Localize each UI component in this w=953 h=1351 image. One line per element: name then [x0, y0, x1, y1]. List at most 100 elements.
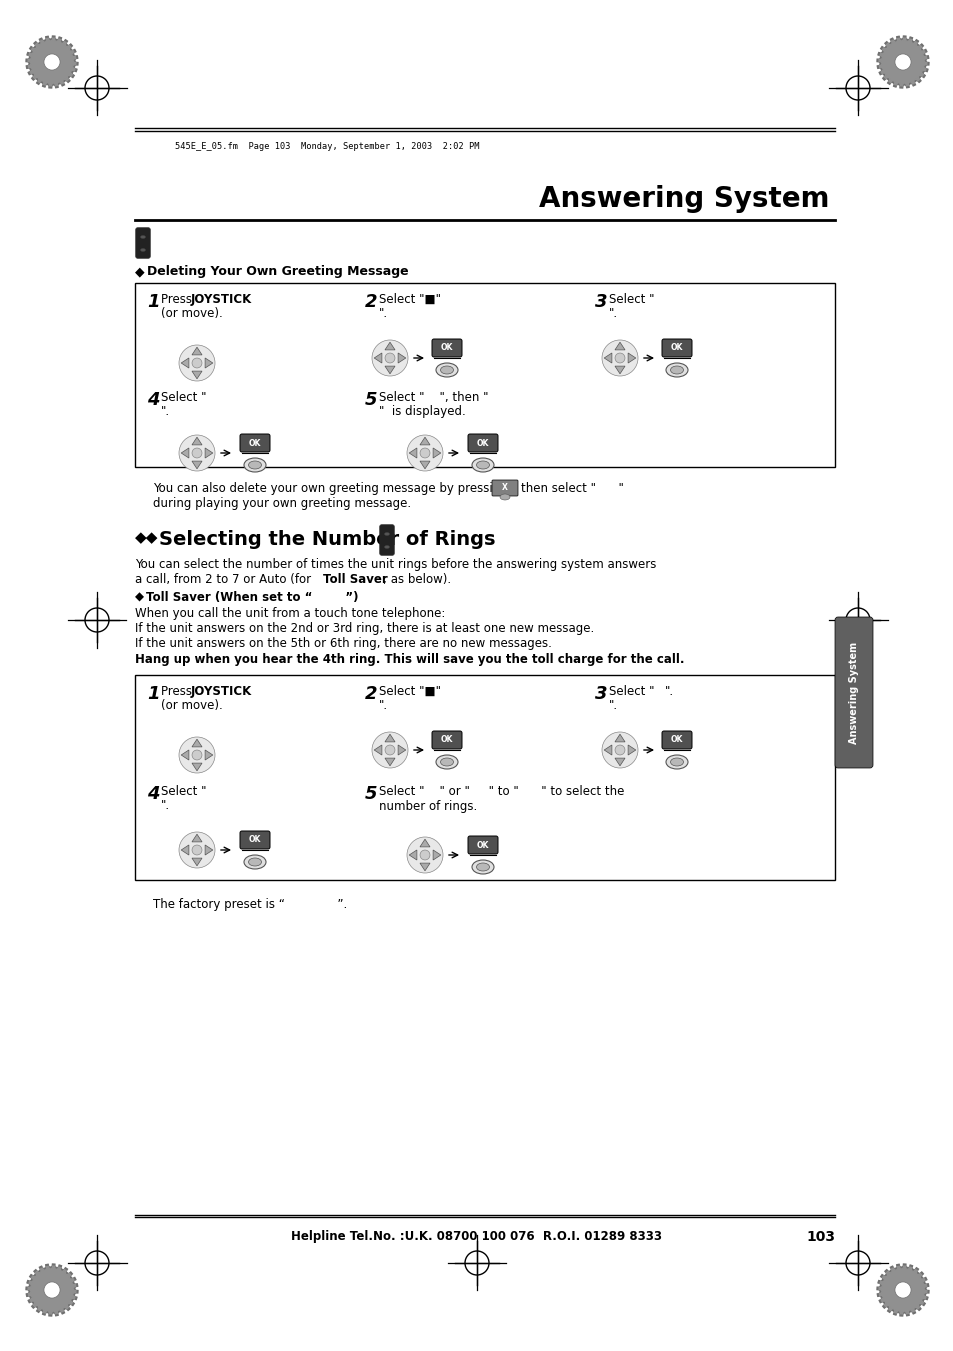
Polygon shape [205, 750, 213, 761]
Polygon shape [878, 1266, 926, 1315]
Polygon shape [192, 347, 202, 355]
Text: ◆◆: ◆◆ [135, 530, 158, 544]
Polygon shape [385, 342, 395, 350]
Ellipse shape [384, 546, 389, 549]
Ellipse shape [244, 855, 266, 869]
Text: Hang up when you hear the 4th ring. This will save you the toll charge for the c: Hang up when you hear the 4th ring. This… [135, 653, 684, 666]
Polygon shape [26, 36, 78, 88]
Circle shape [179, 738, 214, 773]
Polygon shape [192, 372, 202, 378]
Text: If the unit answers on the 5th or 6th ring, there are no new messages.: If the unit answers on the 5th or 6th ri… [135, 638, 551, 650]
Text: Select ": Select " [608, 293, 654, 305]
Polygon shape [385, 366, 395, 374]
Text: Deleting Your Own Greeting Message: Deleting Your Own Greeting Message [147, 265, 408, 278]
Text: Press: Press [161, 685, 195, 698]
Text: ".: ". [161, 798, 170, 812]
Text: If the unit answers on the 2nd or 3rd ring, there is at least one new message.: If the unit answers on the 2nd or 3rd ri… [135, 621, 594, 635]
Bar [135, 676, 834, 880]
Circle shape [407, 838, 442, 873]
Polygon shape [192, 858, 202, 866]
Text: JOYSTICK: JOYSTICK [191, 293, 252, 305]
Circle shape [372, 732, 408, 767]
FancyBboxPatch shape [240, 434, 270, 453]
Polygon shape [409, 850, 416, 861]
Polygon shape [28, 38, 76, 86]
Text: ◆: ◆ [135, 265, 145, 278]
Polygon shape [603, 353, 611, 363]
Polygon shape [374, 353, 381, 363]
Text: OK: OK [440, 735, 453, 744]
Polygon shape [192, 763, 202, 771]
Text: ".: ". [664, 685, 674, 698]
Ellipse shape [436, 363, 457, 377]
Text: Select "■": Select "■" [378, 293, 440, 305]
Text: Press: Press [161, 293, 195, 305]
Text: When you call the unit from a touch tone telephone:: When you call the unit from a touch tone… [135, 607, 445, 620]
Circle shape [179, 345, 214, 381]
Text: 4: 4 [147, 785, 159, 802]
Text: a call, from 2 to 7 or Auto (for: a call, from 2 to 7 or Auto (for [135, 573, 314, 586]
Polygon shape [397, 353, 405, 363]
Polygon shape [627, 744, 635, 755]
Polygon shape [205, 844, 213, 855]
Text: 5: 5 [365, 785, 377, 802]
Ellipse shape [192, 358, 202, 367]
Polygon shape [397, 744, 405, 755]
Polygon shape [603, 744, 611, 755]
Text: Answering System: Answering System [539, 185, 829, 213]
Ellipse shape [615, 744, 624, 755]
Text: Answering System: Answering System [848, 642, 858, 743]
Text: then select "      ": then select " " [520, 482, 623, 494]
FancyBboxPatch shape [240, 831, 270, 848]
Ellipse shape [140, 249, 146, 251]
Polygon shape [374, 744, 381, 755]
Text: ".: ". [378, 307, 388, 320]
Polygon shape [192, 834, 202, 842]
Ellipse shape [384, 532, 389, 535]
Polygon shape [433, 449, 440, 458]
Text: 5: 5 [365, 390, 377, 409]
Text: Helpline Tel.No. :U.K. 08700 100 076  R.O.I. 01289 8333: Helpline Tel.No. :U.K. 08700 100 076 R.O… [292, 1229, 661, 1243]
Text: OK: OK [249, 439, 261, 447]
Circle shape [601, 732, 638, 767]
Text: OK: OK [476, 439, 489, 447]
Polygon shape [205, 358, 213, 367]
Ellipse shape [419, 449, 430, 458]
Circle shape [407, 435, 442, 471]
Polygon shape [878, 38, 926, 86]
Polygon shape [615, 366, 624, 374]
Ellipse shape [192, 449, 202, 458]
Text: 3: 3 [595, 685, 607, 703]
Text: ".: ". [378, 698, 388, 712]
Polygon shape [181, 750, 189, 761]
Circle shape [44, 1282, 60, 1298]
Polygon shape [192, 438, 202, 444]
Circle shape [894, 1282, 910, 1298]
Text: ".: ". [608, 307, 618, 320]
Polygon shape [615, 758, 624, 766]
Text: OK: OK [670, 735, 682, 744]
Text: Selecting the Number of Rings: Selecting the Number of Rings [159, 530, 495, 549]
Ellipse shape [472, 458, 494, 471]
Polygon shape [385, 734, 395, 742]
Ellipse shape [665, 755, 687, 769]
Text: 2: 2 [365, 685, 377, 703]
Ellipse shape [472, 861, 494, 874]
Text: You can also delete your own greeting message by pressing: You can also delete your own greeting me… [152, 482, 507, 494]
FancyBboxPatch shape [135, 227, 151, 258]
Text: Toll Saver (When set to “        ”): Toll Saver (When set to “ ”) [146, 590, 358, 604]
Ellipse shape [192, 750, 202, 761]
Text: OK: OK [249, 835, 261, 844]
Ellipse shape [499, 494, 510, 500]
Text: "  is displayed.: " is displayed. [378, 405, 465, 417]
Circle shape [372, 340, 408, 376]
Circle shape [894, 54, 910, 70]
FancyBboxPatch shape [661, 731, 691, 748]
Text: ".: ". [608, 698, 618, 712]
Ellipse shape [140, 235, 146, 239]
Text: 3: 3 [595, 293, 607, 311]
Polygon shape [419, 839, 430, 847]
Text: Select ": Select " [161, 785, 206, 798]
Ellipse shape [440, 758, 453, 766]
Polygon shape [876, 36, 928, 88]
